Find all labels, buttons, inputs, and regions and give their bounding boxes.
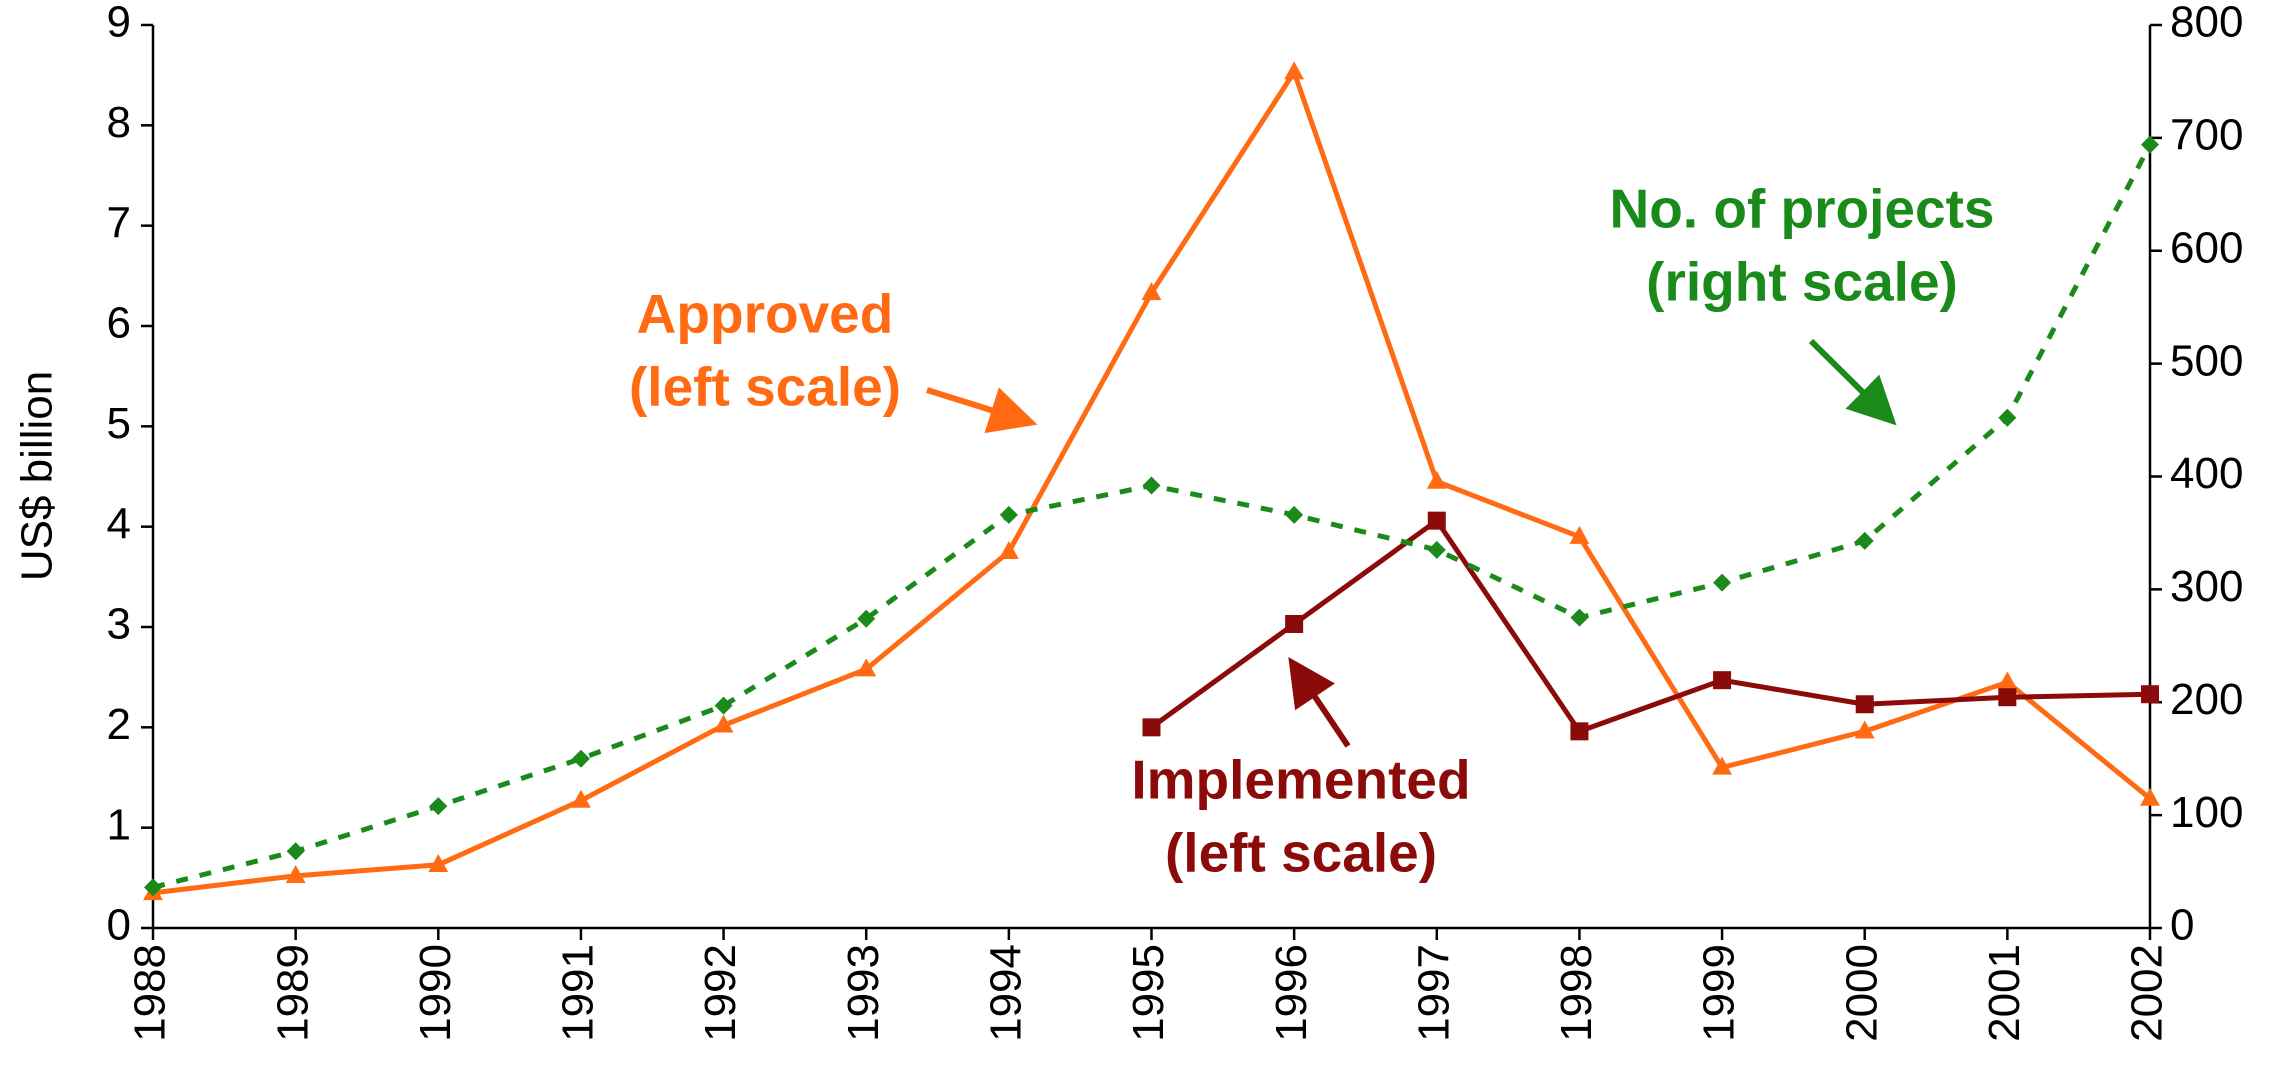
y2-tick-label: 300 [2170,562,2243,611]
y-tick-label: 0 [107,901,131,950]
y2-tick-label: 400 [2170,449,2243,498]
x-tick-label: 1998 [1552,944,1601,1042]
y2-tick-label: 500 [2170,336,2243,385]
data-point [2141,135,2159,154]
y2-tick-label: 600 [2170,223,2243,272]
x-tick-label: 2001 [1980,944,2029,1042]
data-point [714,696,733,715]
annotation: (left scale) [629,356,901,418]
x-tick-label: 1989 [268,944,317,1042]
y-tick-label: 4 [107,499,131,548]
data-point [571,749,590,768]
data-point [1570,608,1589,627]
data-point [1285,614,1304,633]
data-point [1285,505,1304,524]
annotation: (left scale) [1165,822,1437,884]
data-point [1712,756,1732,775]
x-tick-label: 1991 [554,944,603,1042]
x-tick-label: 1994 [981,944,1030,1042]
data-point [144,878,162,897]
y-tick-label: 3 [107,600,131,649]
x-tick-label: 1992 [696,944,745,1042]
data-point [1569,525,1590,544]
data-point [1998,408,2017,427]
x-tick-label: 1997 [1409,944,1458,1042]
data-point [1998,688,2017,707]
x-tick-label: 1993 [839,944,888,1042]
annotation: (right scale) [1646,251,1958,313]
y-tick-label: 6 [107,299,131,348]
y-tick-label: 1 [107,800,131,849]
y-tick-label: 8 [107,98,131,147]
y2-tick-label: 100 [2170,788,2243,837]
data-point [1142,718,1161,737]
data-point [999,505,1018,524]
data-point [1141,282,1162,301]
data-point [1855,531,1874,550]
y2-tick-label: 0 [2170,901,2194,950]
x-tick-label: 1990 [411,944,460,1042]
data-point [1142,476,1161,495]
annotation: Implemented [1131,749,1470,811]
data-point [2141,685,2159,704]
x-tick-label: 2000 [1837,944,1886,1042]
data-point [713,714,734,733]
data-point [429,797,448,816]
data-point [1855,695,1874,714]
x-tick-label: 2002 [2123,944,2172,1042]
y-tick-label: 2 [107,700,131,749]
x-tick-label: 1995 [1124,944,1173,1042]
data-point [856,658,877,677]
y2-tick-label: 800 [2170,0,2243,47]
x-tick-label: 1988 [126,944,175,1042]
data-point [1427,511,1446,530]
annotation: Approved [637,283,894,345]
data-point [857,609,876,628]
data-point [1713,671,1732,690]
data-point [2140,787,2160,806]
data-point [1854,720,1875,739]
series-line [1150,518,2151,734]
y-tick-label: 5 [107,399,131,448]
data-point [1570,722,1589,741]
y-tick-label: 9 [107,0,131,47]
annotation-arrow [1288,657,1351,748]
data-point [1997,671,2018,690]
y2-tick-label: 700 [2170,111,2243,160]
y-tick-label: 7 [107,198,131,247]
data-point [285,865,306,884]
data-point [1427,540,1446,559]
data-point [428,853,449,872]
x-tick-label: 1996 [1267,944,1316,1042]
x-tick-label: 1999 [1695,944,1744,1042]
data-point [1284,61,1305,80]
data-point [998,540,1019,559]
data-point [286,842,305,861]
data-point [1713,573,1732,592]
y-axis-label: US$ billion [13,371,62,581]
annotation: No. of projects [1609,178,1994,240]
annotation-arrow [926,387,1038,434]
data-point [571,789,591,808]
data-point [1426,470,1447,489]
annotation-arrow [1808,338,1897,426]
y2-tick-label: 200 [2170,675,2243,724]
